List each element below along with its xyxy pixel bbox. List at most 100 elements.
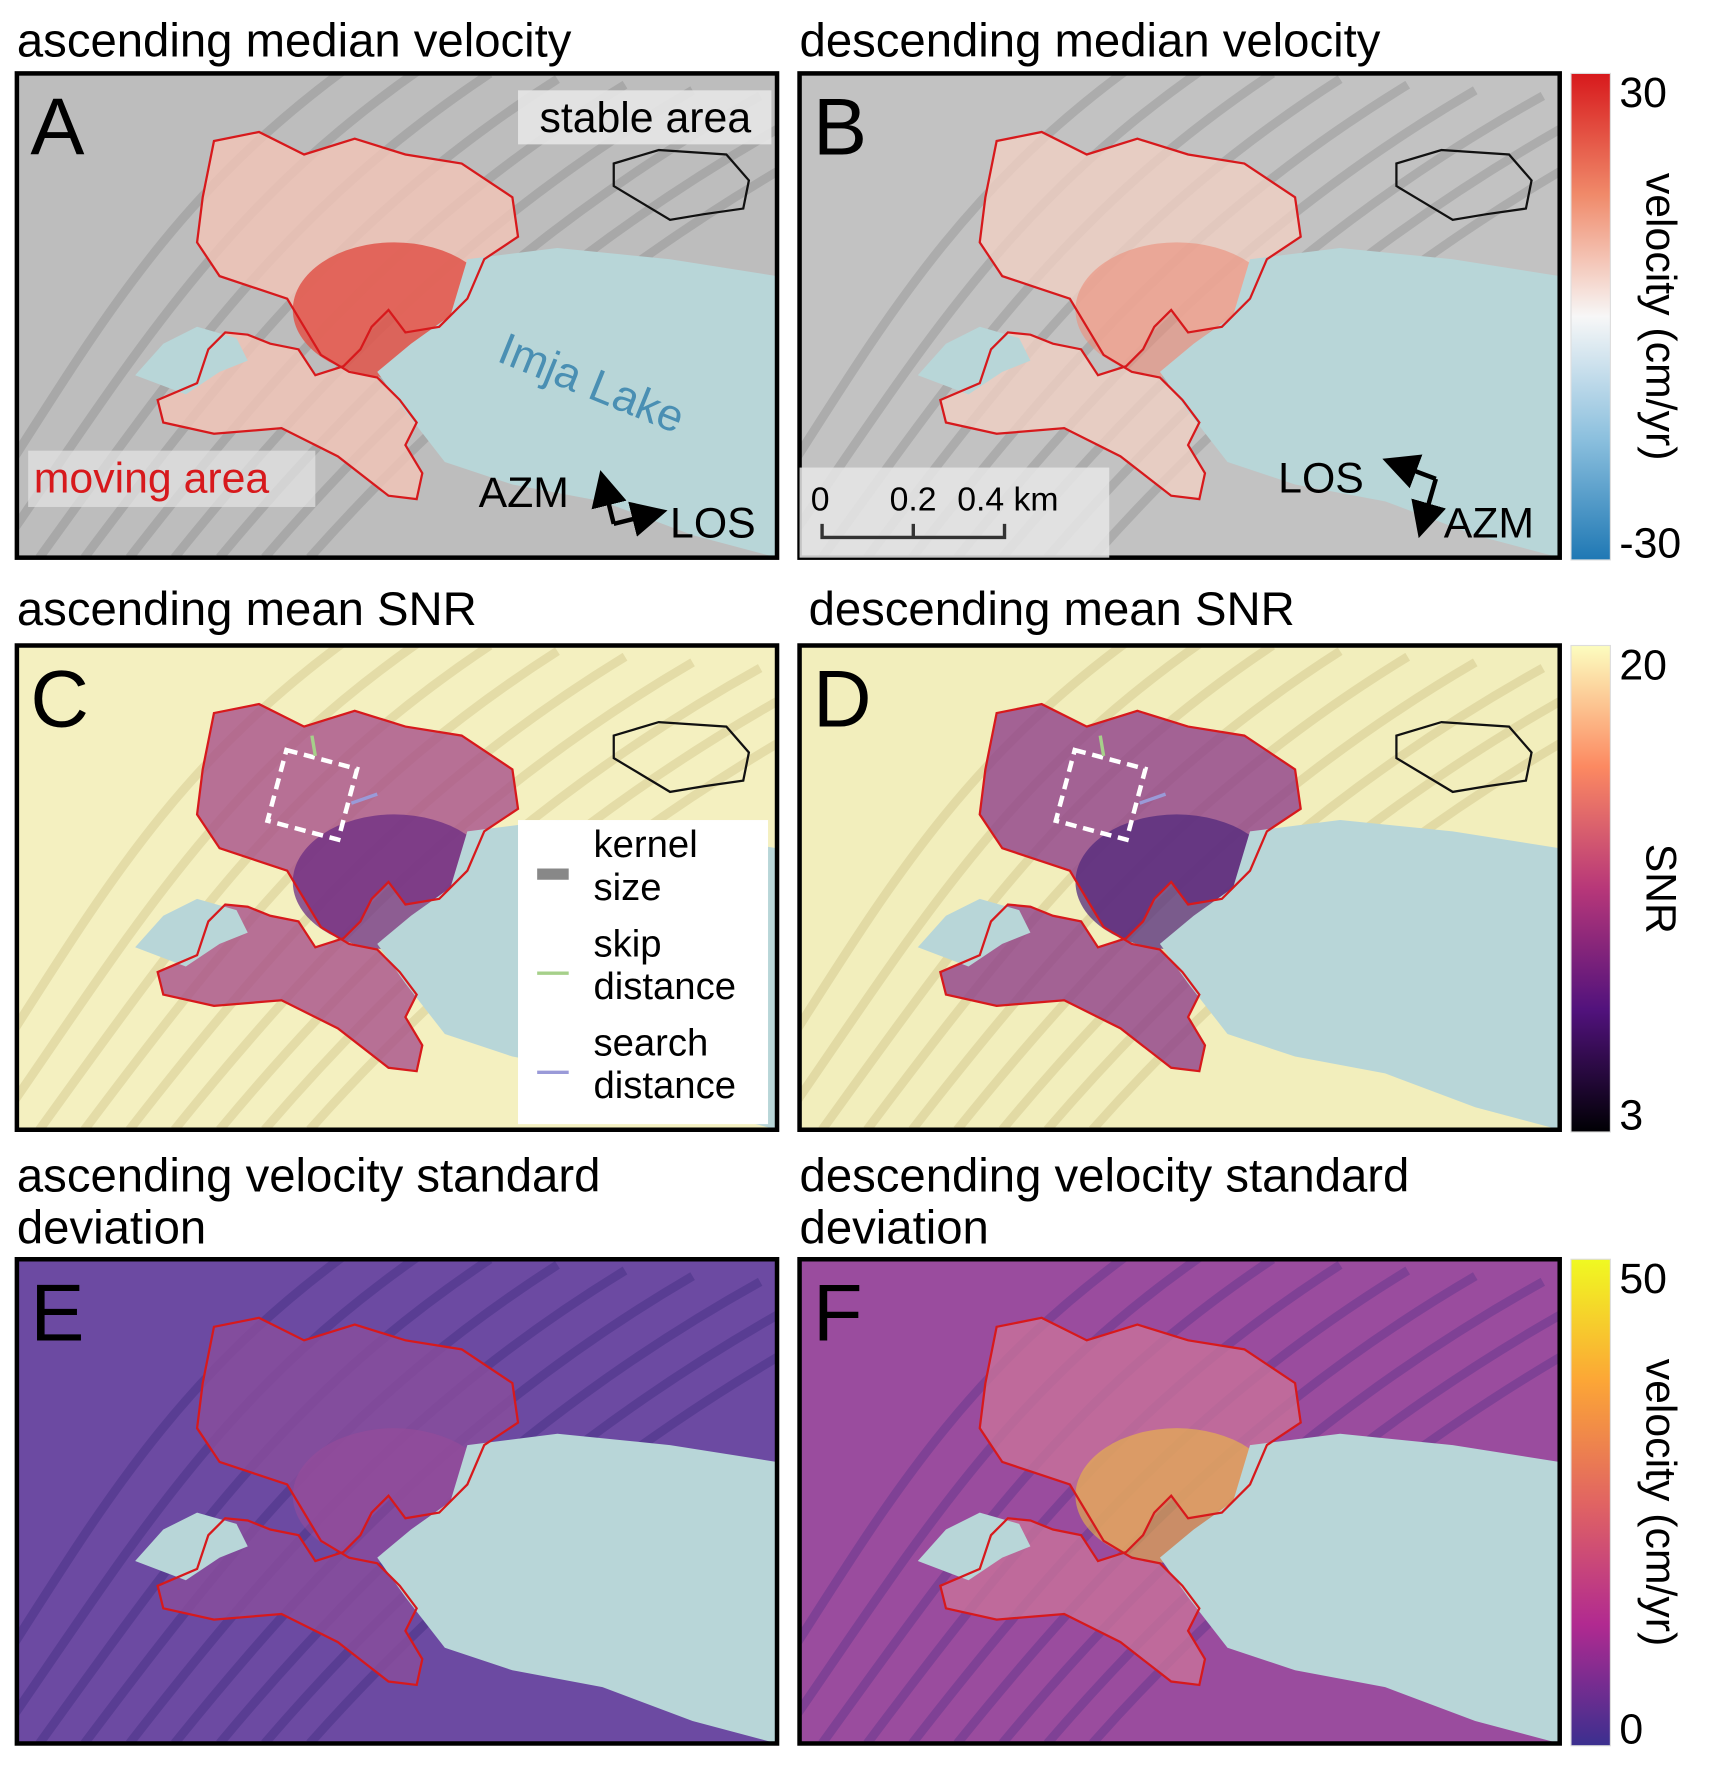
- label-bg: [28, 450, 316, 507]
- terrain-ridge: [16, 645, 423, 1106]
- stable-outline: [1395, 720, 1533, 794]
- lake-arm: [917, 326, 1031, 395]
- azm-arrow: [1411, 478, 1447, 539]
- map-panel: F: [797, 1256, 1562, 1746]
- panel-title: deviation: [800, 1201, 989, 1254]
- label-bg: [518, 90, 772, 145]
- panel-frame: [797, 71, 1562, 560]
- los-arrow: [613, 501, 668, 537]
- colorbar: [1570, 1258, 1611, 1747]
- panel-frame: [14, 643, 780, 1132]
- terrain-ridge: [35, 645, 493, 1130]
- label-bg: [799, 467, 1110, 558]
- moving-outline: [939, 130, 1302, 501]
- lake: [377, 247, 778, 558]
- colorbar-tick-label: 20: [1619, 641, 1667, 689]
- panel-title: descending median velocity: [800, 15, 1381, 68]
- map-panel: E: [14, 1256, 780, 1746]
- lake: [1159, 1433, 1560, 1744]
- moving-outline: [156, 702, 520, 1073]
- moving-outline: [939, 702, 1302, 1073]
- legend-label: distance: [593, 965, 736, 1008]
- terrain-ridge: [799, 1259, 1130, 1648]
- legend-label: distance: [593, 1064, 736, 1107]
- panel-title: deviation: [17, 1201, 206, 1254]
- panel-frame: [14, 71, 780, 560]
- stable-outline: [612, 720, 751, 794]
- colorbar-label: velocity (cm/yr): [1636, 1359, 1684, 1647]
- terrain-ridge: [16, 73, 348, 462]
- colorbar-tick-label: 3: [1619, 1092, 1643, 1140]
- scale-label: 0.2: [890, 480, 937, 518]
- scale-label: 0.4 km: [957, 480, 1058, 518]
- colorbar-label: velocity (cm/yr): [1636, 173, 1684, 461]
- skip-arrow: [310, 735, 317, 757]
- lake-arm: [135, 898, 248, 967]
- kernel-box: [1053, 747, 1149, 843]
- map-panel: B 0 0.2 0.4 km LOS AZM: [797, 71, 1562, 560]
- lake-arm: [917, 1512, 1031, 1581]
- map-area: [16, 73, 778, 558]
- panel-title: ascending median velocity: [17, 15, 572, 68]
- terrain-ridge: [35, 1259, 493, 1744]
- moving-outline: [156, 130, 520, 501]
- terrain-ridge: [799, 645, 1130, 1034]
- colorbar: [1570, 644, 1611, 1133]
- panel-frame: [14, 1256, 780, 1746]
- los-label: LOS: [1278, 454, 1364, 502]
- colorbar-tick-label: 0: [1619, 1705, 1643, 1753]
- panel-letter: E: [30, 1268, 84, 1358]
- colorbar-label: SNR: [1636, 844, 1684, 934]
- colorbar-tick-label: 30: [1619, 69, 1667, 117]
- map-panel: D: [797, 643, 1562, 1132]
- panel-title: descending mean SNR: [809, 583, 1295, 636]
- legend-label: size: [593, 866, 661, 909]
- stable-label: stable area: [539, 94, 751, 142]
- azm-arrow: [591, 470, 627, 525]
- terrain-ridge: [818, 645, 1276, 1130]
- map-area: [799, 1259, 1560, 1744]
- terrain-ridge: [799, 645, 1205, 1106]
- panel-letter: C: [30, 655, 89, 745]
- terrain-ridge: [16, 1259, 423, 1719]
- map-area: [16, 1259, 778, 1744]
- terrain-ridge: [818, 1259, 1276, 1744]
- colorbar: [1570, 72, 1611, 561]
- stable-outline: [1395, 148, 1533, 221]
- moving-outline: [156, 1316, 520, 1687]
- lake-arm: [135, 326, 248, 395]
- kernel-box: [264, 747, 360, 843]
- terrain-ridge: [799, 1259, 1205, 1719]
- map-area: [799, 645, 1560, 1130]
- panel-letter: F: [813, 1268, 863, 1358]
- los-label: LOS: [670, 499, 756, 547]
- search-arrow: [350, 792, 378, 805]
- search-arrow: [1139, 792, 1167, 805]
- legend-label: search: [593, 1021, 708, 1064]
- panel-title: ascending velocity standard: [17, 1150, 601, 1203]
- panel-frame: [797, 1256, 1562, 1746]
- terrain-ridge: [799, 73, 1130, 462]
- lake: [1159, 247, 1560, 558]
- lake-arm: [135, 1512, 248, 1581]
- terrain-ridge: [16, 645, 348, 1034]
- panel-letter: B: [813, 83, 867, 173]
- moving-label: moving area: [34, 454, 270, 502]
- panel-title: ascending mean SNR: [17, 583, 477, 636]
- terrain-ridge: [16, 1259, 348, 1648]
- los-arrow: [1382, 454, 1437, 489]
- lake: [377, 1433, 778, 1744]
- scale-label: 0: [811, 480, 830, 518]
- colorbar-tick-label: -30: [1619, 520, 1681, 568]
- lake: [1159, 820, 1560, 1130]
- panel-title: descending velocity standard: [800, 1150, 1410, 1203]
- panel-letter: D: [813, 655, 872, 745]
- lake-arm: [917, 898, 1031, 967]
- panel-letter: A: [30, 83, 84, 173]
- colorbar-tick-label: 50: [1619, 1255, 1667, 1303]
- panel-frame: [797, 643, 1562, 1132]
- legend-label: skip: [593, 922, 661, 965]
